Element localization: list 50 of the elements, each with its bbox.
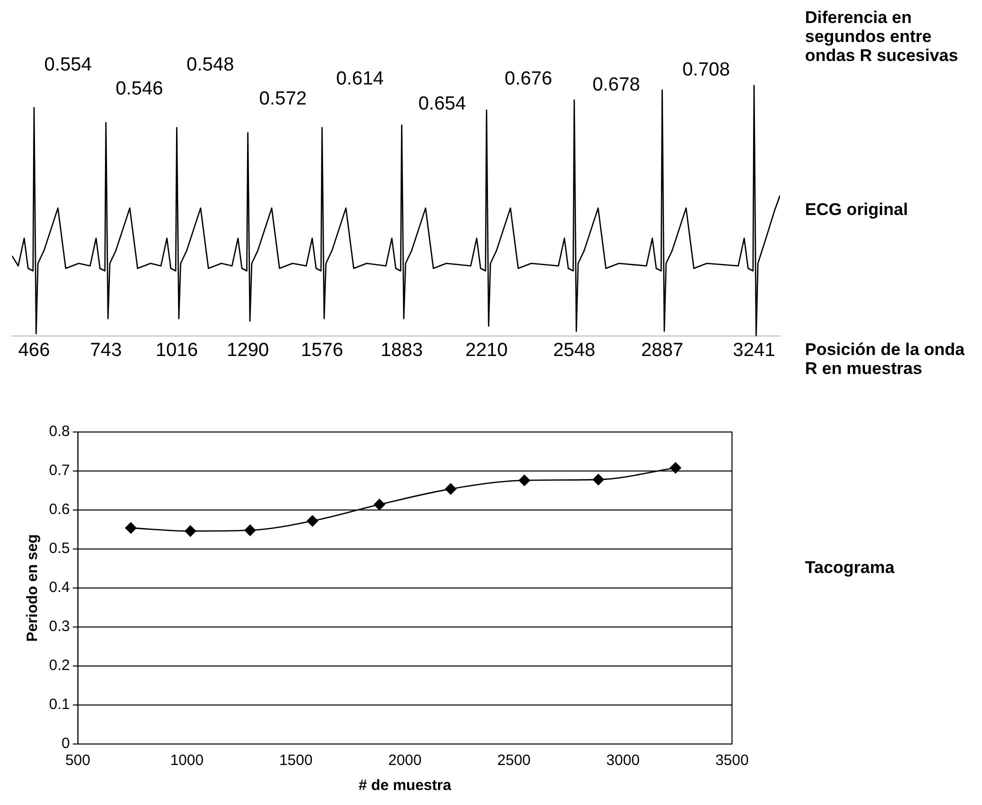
y-tick-label: 0.2 xyxy=(48,657,70,674)
text: ECG original xyxy=(805,200,909,219)
x-tick-label: 1290 xyxy=(226,340,269,361)
y-tick-label: 0.7 xyxy=(48,462,70,480)
point xyxy=(244,524,256,536)
text: Tacograma xyxy=(805,558,896,577)
y-tick-label: 0.4 xyxy=(48,579,70,596)
x-tick-label: 2000 xyxy=(388,752,422,770)
x-tick-label: 1016 xyxy=(156,340,198,361)
y-tick-label: 0 xyxy=(62,735,70,752)
x-tick-label: 2500 xyxy=(497,752,531,770)
y-tick-label: 0.3 xyxy=(48,618,70,636)
x-tick-label: 1500 xyxy=(279,752,313,770)
x-tick-label: 3241 xyxy=(732,340,776,361)
annotation: 0.678 xyxy=(592,74,640,96)
annotation: 0.654 xyxy=(418,94,466,115)
annotation: 0.676 xyxy=(504,68,552,90)
point xyxy=(518,474,530,486)
point xyxy=(445,483,456,495)
point xyxy=(670,462,682,474)
x-tick-label: 1883 xyxy=(380,340,423,361)
x-tick-label: 2210 xyxy=(465,340,508,361)
y-axis-title: Periodo en seg xyxy=(24,534,42,642)
y-tick-label: 0.1 xyxy=(48,696,70,714)
x-tick-label: 466 xyxy=(18,340,50,361)
y-tick-label: 0.6 xyxy=(48,501,70,518)
y-tick-label: 0.8 xyxy=(48,423,70,440)
x-tick-label: 2887 xyxy=(641,340,684,361)
text: 0.548 xyxy=(186,54,234,76)
point xyxy=(306,515,318,527)
x-tick-label: 2548 xyxy=(553,340,596,361)
point xyxy=(592,474,604,486)
text: Posición de la onda R en muestras xyxy=(805,340,966,378)
x-tick-label: 1576 xyxy=(300,340,344,361)
x-tick-label: 1000 xyxy=(170,752,204,770)
x-tick-label: 3000 xyxy=(606,752,640,770)
x-tick-label: 743 xyxy=(90,340,122,361)
x-tick-label: 500 xyxy=(65,752,90,770)
annotation: 0.572 xyxy=(259,88,307,110)
x-axis-title: # de muestra xyxy=(358,777,452,794)
text: Diferencia en segundos entre ondas R sucesivas xyxy=(805,8,960,65)
x-tick-label: 3500 xyxy=(715,752,749,770)
y-tick-label: 0.5 xyxy=(48,540,70,558)
point xyxy=(374,498,386,510)
point xyxy=(125,522,136,534)
text: 0.708 xyxy=(682,60,730,81)
text: 0.554 xyxy=(44,54,92,76)
annotation: 0.614 xyxy=(336,68,384,90)
point xyxy=(184,525,196,537)
annotation: 0.546 xyxy=(116,78,164,100)
